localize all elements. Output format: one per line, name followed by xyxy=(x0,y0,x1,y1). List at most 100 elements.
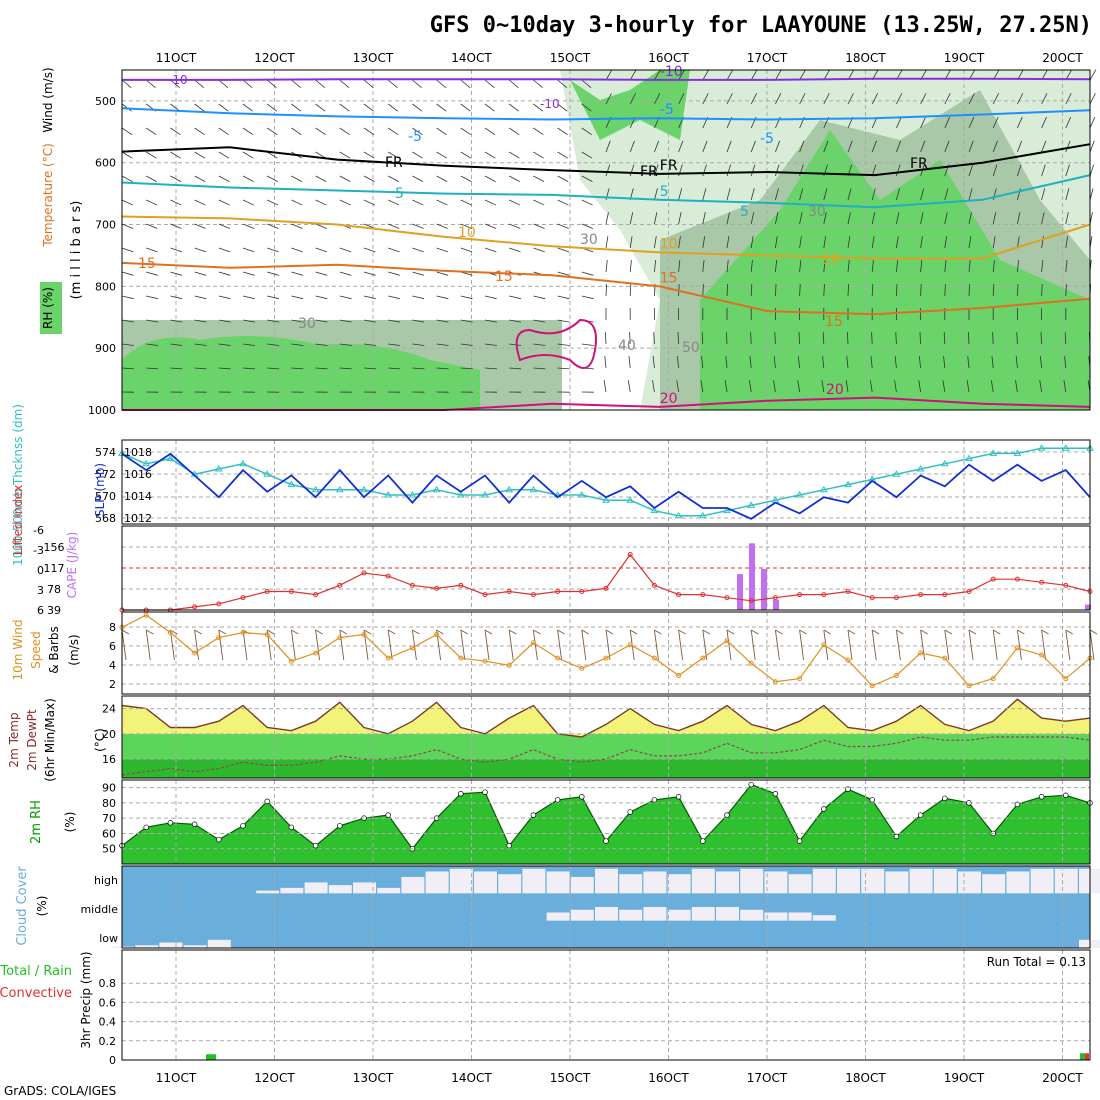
thickness-tick: 572 xyxy=(95,468,116,481)
wind-barb xyxy=(194,151,206,159)
time-label-bottom: 18OCT xyxy=(845,1071,886,1085)
wind-barb xyxy=(871,140,877,153)
wind-barb xyxy=(1089,188,1094,201)
isotherm-label: 15 xyxy=(660,270,678,286)
contour-label: 5 xyxy=(395,186,404,202)
wind-barb xyxy=(145,127,157,136)
cloud-bar-middle xyxy=(812,915,836,921)
cloud-bar-high xyxy=(909,868,933,894)
time-label-bottom: 16OCT xyxy=(648,1071,689,1085)
wind-barb xyxy=(315,103,326,112)
contour-label: 30 xyxy=(808,204,826,220)
wind-barb xyxy=(750,212,755,225)
wind-barb xyxy=(629,236,633,249)
wind-barb xyxy=(992,212,997,225)
wind-barb-10m xyxy=(339,629,348,635)
wind-barb xyxy=(291,79,301,89)
wind-barb xyxy=(484,223,497,229)
temp2m-tick: 24 xyxy=(102,703,116,716)
wind-barb-10m xyxy=(944,629,953,635)
wind-barb xyxy=(363,79,374,89)
wind-barb-10m xyxy=(315,629,321,661)
wind-barb xyxy=(194,223,206,229)
thickness-point xyxy=(214,465,223,472)
wind-barb xyxy=(1017,93,1024,105)
wind-barb xyxy=(605,69,613,81)
wind10-tick: 8 xyxy=(109,621,116,634)
wind-barb xyxy=(533,175,545,182)
thickness-axis-label: 1000-500mb Thcknss (dm) xyxy=(11,404,25,566)
wind-barb xyxy=(557,79,568,89)
time-label-top: 13OCT xyxy=(353,51,394,65)
temp2m-tick: 20 xyxy=(102,728,116,741)
wind-barb xyxy=(1064,356,1067,369)
contour-label: -5 xyxy=(760,131,774,147)
wind-barb xyxy=(654,140,660,153)
wind-barb xyxy=(678,212,682,225)
wind-barb xyxy=(821,380,825,393)
thickness-point xyxy=(287,480,296,488)
wind-barb xyxy=(194,247,207,253)
wind10-unit-label: (m/s) xyxy=(67,634,81,665)
thickness-point xyxy=(166,454,175,462)
wind-barb xyxy=(266,127,278,136)
wind-barb xyxy=(1041,188,1046,201)
cloud-bar-high xyxy=(837,868,860,894)
wind-barb xyxy=(460,199,472,206)
wind-barb xyxy=(146,223,158,229)
cloud-bar-high xyxy=(982,874,1006,894)
wind-barb xyxy=(557,343,570,346)
wind-barb xyxy=(363,103,374,112)
wind-barb xyxy=(388,295,400,300)
wind-barb xyxy=(557,247,570,253)
wind-barb xyxy=(484,151,496,159)
time-label-top: 19OCT xyxy=(944,51,985,65)
wind-barb-10m xyxy=(944,629,950,661)
cape-bar xyxy=(737,574,743,610)
time-label-top: 14OCT xyxy=(451,51,492,65)
wind-barb xyxy=(702,236,706,249)
cloud-level-low: low xyxy=(99,932,118,945)
rh-area xyxy=(122,784,1090,864)
wind-barb xyxy=(484,367,497,370)
lifted-index-point xyxy=(288,589,294,594)
wind-barb xyxy=(944,188,949,201)
wind-barb xyxy=(701,331,704,345)
wind-barb xyxy=(460,223,473,229)
rh-axis-label: RH (%) xyxy=(41,287,55,329)
wind-barb xyxy=(218,175,230,182)
wind-speed-point xyxy=(458,655,464,661)
wind-barb-10m xyxy=(387,629,393,661)
wind-barb xyxy=(508,79,519,89)
wind-barb-10m xyxy=(871,629,880,635)
thickness-point xyxy=(892,470,901,477)
wind-axis-label: Wind (m/s) xyxy=(41,67,55,132)
wind-barb xyxy=(460,247,473,253)
lifted-tick: 6 xyxy=(37,604,44,617)
pressure-tick: 600 xyxy=(95,157,116,170)
wind-barb xyxy=(967,331,970,345)
rh-shade-right-green xyxy=(700,130,1090,410)
wind-barb xyxy=(799,69,806,81)
thickness-point xyxy=(965,454,973,462)
rh-point xyxy=(603,838,609,844)
thickness-point xyxy=(432,485,441,493)
rh-point xyxy=(724,812,730,818)
wind-barb xyxy=(315,271,328,276)
rh2m-axis-label: 2m RH xyxy=(29,800,44,844)
wind-speed-point xyxy=(676,673,682,679)
wind-barb xyxy=(291,199,303,206)
wind-speed-point xyxy=(313,650,319,656)
wind-barb xyxy=(484,103,495,112)
wind-barb xyxy=(533,223,545,229)
wind-barb xyxy=(218,247,231,253)
wind-barb-10m xyxy=(339,629,345,661)
wind-barb xyxy=(194,319,207,323)
wind-barb-10m xyxy=(992,629,998,661)
rh-legend-swatch xyxy=(40,282,62,334)
wind-speed-point xyxy=(603,655,609,661)
wind-barb xyxy=(920,283,922,297)
wind-barb xyxy=(509,175,520,182)
isotherm-15 xyxy=(121,261,1091,316)
wind-barb xyxy=(1065,116,1072,129)
